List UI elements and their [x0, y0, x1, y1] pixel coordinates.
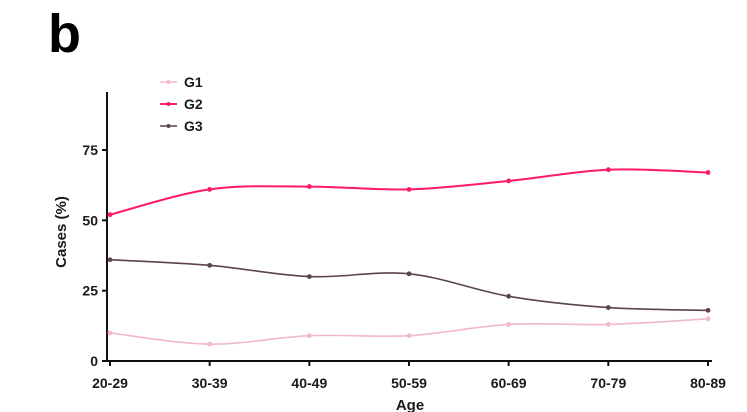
data-point-g3 — [107, 257, 113, 263]
legend: G1 G2 G3 — [160, 74, 203, 134]
y-tick-label: 50 — [82, 212, 98, 228]
legend-marker-g2 — [166, 102, 171, 106]
data-point-g2 — [306, 184, 312, 189]
x-tick-label: 50-59 — [391, 375, 427, 391]
x-tick-label: 60-69 — [491, 375, 527, 391]
data-point-g3 — [306, 274, 312, 279]
series-line-g2 — [109, 168, 709, 216]
data-point-g2 — [605, 167, 611, 173]
y-tick-label: 75 — [82, 142, 98, 158]
x-tick-label: 80-89 — [690, 375, 726, 391]
data-point-g1 — [406, 333, 412, 339]
data-point-g2 — [705, 170, 711, 175]
x-tick-label: 70-79 — [590, 375, 626, 391]
y-axis-title: Cases (%) — [53, 196, 70, 268]
data-point-g2 — [406, 186, 412, 192]
data-point-g1 — [506, 322, 512, 327]
data-point-g1 — [705, 316, 711, 322]
data-point-g1 — [207, 341, 213, 347]
series-line-g3 — [109, 258, 709, 312]
y-tick-label: 25 — [82, 283, 98, 299]
legend-marker-g3 — [166, 124, 171, 128]
x-tick-label: 40-49 — [291, 375, 327, 391]
data-point-g1 — [306, 333, 312, 339]
series-line-g1 — [109, 318, 709, 345]
x-tick-label: 20-29 — [92, 375, 128, 391]
data-point-g2 — [506, 178, 512, 184]
legend-marker-g1 — [166, 80, 171, 84]
legend-label-g2: G2 — [184, 96, 203, 112]
data-point-g3 — [605, 305, 611, 310]
data-point-g1 — [605, 322, 611, 327]
panel-label: b — [48, 4, 81, 64]
data-point-g3 — [207, 262, 213, 268]
x-axis-title: Age — [396, 397, 424, 412]
data-point-g2 — [207, 186, 213, 192]
x-tick-label: 30-39 — [192, 375, 228, 391]
data-point-g3 — [406, 271, 412, 277]
legend-label-g3: G3 — [184, 118, 203, 134]
data-point-g3 — [506, 293, 512, 299]
plot-area: 0 25 50 75 20-29 30-39 40-49 50-59 60-69 70-79 80-… — [82, 92, 726, 391]
y-tick-label: 0 — [90, 353, 98, 369]
data-point-g2 — [107, 212, 113, 218]
data-point-g3 — [705, 307, 711, 313]
legend-label-g1: G1 — [184, 74, 203, 90]
data-point-g1 — [107, 330, 113, 336]
